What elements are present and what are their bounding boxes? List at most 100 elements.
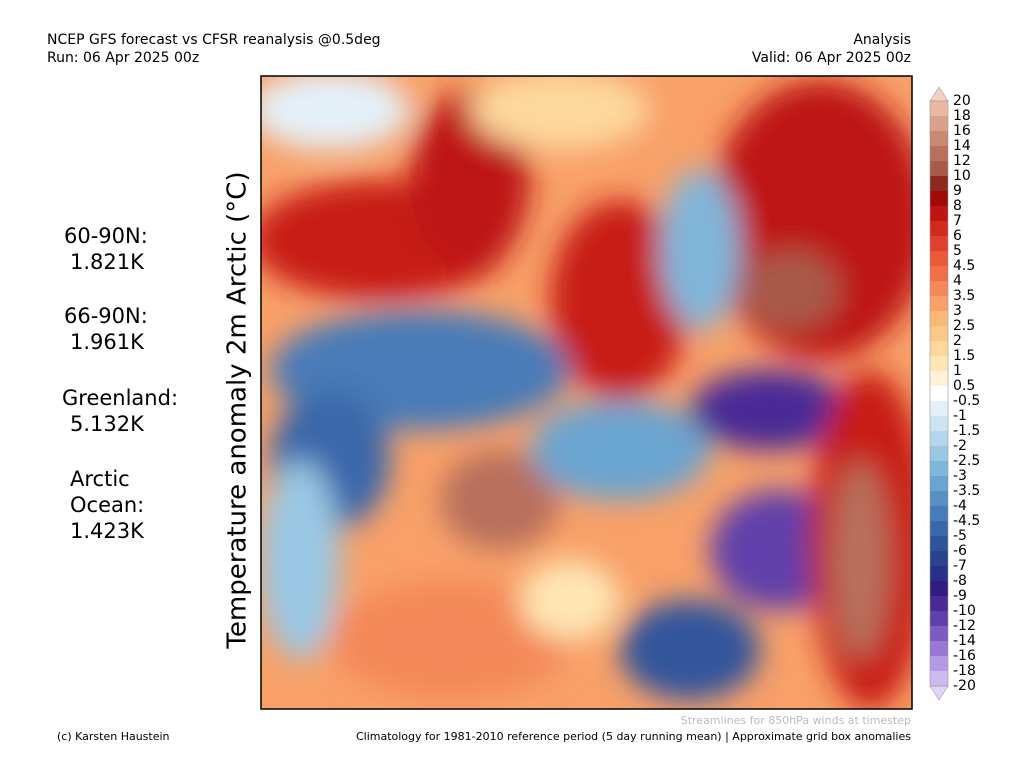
colorbar-label: -16 xyxy=(953,648,976,664)
colorbar-segment xyxy=(930,161,948,176)
colorbar-segment xyxy=(930,401,948,416)
colorbar-label: 4.5 xyxy=(953,258,975,274)
colorbar-label: 0.5 xyxy=(953,378,975,394)
axis-label: Temperature anomaly 2m Arctic (°C) xyxy=(223,171,253,649)
colorbar-label: -5 xyxy=(953,528,967,544)
colorbar-segment xyxy=(930,236,948,251)
stat-line: Ocean: xyxy=(70,493,144,517)
colorbar-label: -2.5 xyxy=(953,453,980,469)
colorbar-label: -6 xyxy=(953,543,967,559)
colorbar-label: 8 xyxy=(953,198,962,214)
colorbar-segment xyxy=(930,371,948,386)
colorbar-label: 18 xyxy=(953,108,971,124)
colorbar-segment xyxy=(930,476,948,491)
stat-line: 1.961K xyxy=(70,330,145,354)
colorbar: 201816141210987654.543.532.521.510.5-0.5… xyxy=(929,86,980,701)
colorbar-segment xyxy=(930,461,948,476)
colorbar-label: -3 xyxy=(953,468,967,484)
stat-line: 66-90N: xyxy=(64,304,148,328)
colorbar-segment xyxy=(930,191,948,206)
colorbar-label: 5 xyxy=(953,243,962,259)
map xyxy=(261,76,912,709)
colorbar-label: -3.5 xyxy=(953,483,980,499)
colorbar-segment xyxy=(930,266,948,281)
climatology-note: Climatology for 1981-2010 reference peri… xyxy=(356,730,911,743)
colorbar-segment xyxy=(930,641,948,656)
colorbar-frame xyxy=(929,100,949,687)
colorbar-segment xyxy=(930,446,948,461)
colorbar-segment xyxy=(930,251,948,266)
colorbar-label: 7 xyxy=(953,213,962,229)
colorbar-label: 14 xyxy=(953,138,971,154)
colorbar-label: 1 xyxy=(953,363,962,379)
colorbar-label: -14 xyxy=(953,633,976,649)
colorbar-segment xyxy=(930,131,948,146)
stat-line: Greenland: xyxy=(62,386,178,410)
colorbar-segment xyxy=(930,626,948,641)
colorbar-label: 12 xyxy=(953,153,971,169)
stat-line: Arctic xyxy=(70,467,130,491)
colorbar-segment xyxy=(930,101,948,116)
colorbar-segment xyxy=(930,536,948,551)
colorbar-segment xyxy=(930,341,948,356)
credit: (c) Karsten Haustein xyxy=(57,730,170,743)
colorbar-label: -20 xyxy=(953,678,976,694)
valid: Valid: 06 Apr 2025 00z xyxy=(752,50,911,66)
colorbar-segment xyxy=(930,221,948,236)
colorbar-segment xyxy=(930,146,948,161)
colorbar-triangle xyxy=(929,86,949,102)
colorbar-label: -10 xyxy=(953,603,976,619)
colorbar-label: -7 xyxy=(953,558,967,574)
colorbar-segment xyxy=(930,386,948,401)
stat-line: 60-90N: xyxy=(64,224,148,248)
colorbar-label: 3 xyxy=(953,303,962,319)
colorbar-segment xyxy=(930,326,948,341)
colorbar-segment xyxy=(930,356,948,371)
colorbar-label: 1.5 xyxy=(953,348,975,364)
colorbar-segment xyxy=(930,206,948,221)
colorbar-segment xyxy=(930,431,948,446)
colorbar-segment xyxy=(930,491,948,506)
colorbar-segment xyxy=(930,506,948,521)
title: NCEP GFS forecast vs CFSR reanalysis @0.… xyxy=(47,32,381,48)
colorbar-label: 20 xyxy=(953,93,971,109)
colorbar-label: 10 xyxy=(953,168,971,184)
colorbar-segment xyxy=(930,416,948,431)
colorbar-segment xyxy=(930,656,948,671)
colorbar-label: -2 xyxy=(953,438,967,454)
colorbar-label: 2 xyxy=(953,333,962,349)
colorbar-label: 9 xyxy=(953,183,962,199)
colorbar-label: 16 xyxy=(953,123,971,139)
colorbar-segment xyxy=(930,521,948,536)
colorbar-label: -0.5 xyxy=(953,393,980,409)
colorbar-label: -9 xyxy=(953,588,967,604)
colorbar-segment xyxy=(930,596,948,611)
colorbar-segment xyxy=(930,566,948,581)
colorbar-triangle xyxy=(929,685,949,701)
colorbar-label: -18 xyxy=(953,663,976,679)
run: Run: 06 Apr 2025 00z xyxy=(47,50,199,66)
colorbar-segment xyxy=(930,671,948,686)
colorbar-segment xyxy=(930,581,948,596)
colorbar-label: 4 xyxy=(953,273,962,289)
colorbar-label: -8 xyxy=(953,573,967,589)
colorbar-segment xyxy=(930,551,948,566)
colorbar-label: -1 xyxy=(953,408,967,424)
colorbar-segment xyxy=(930,116,948,131)
stats: 60-90N:1.821K 66-90N:1.961K Greenland:5.13… xyxy=(62,224,178,543)
stat-line: 5.132K xyxy=(70,412,145,436)
colorbar-label: -4 xyxy=(953,498,967,514)
colorbar-label: -12 xyxy=(953,618,976,634)
colorbar-segment xyxy=(930,311,948,326)
colorbar-label: -4.5 xyxy=(953,513,980,529)
stat-line: 1.423K xyxy=(70,519,145,543)
colorbar-label: 6 xyxy=(953,228,962,244)
mode: Analysis xyxy=(853,32,911,48)
map-frame xyxy=(260,75,913,710)
colorbar-label: -1.5 xyxy=(953,423,980,439)
colorbar-segment xyxy=(930,176,948,191)
stat-line: 1.821K xyxy=(70,250,145,274)
colorbar-segment xyxy=(930,296,948,311)
colorbar-segment xyxy=(930,281,948,296)
